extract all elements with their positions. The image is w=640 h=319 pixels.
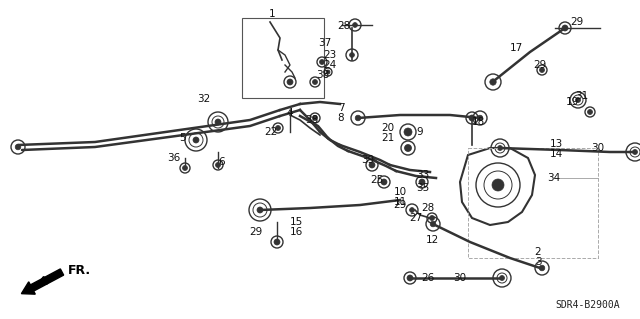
Text: 11: 11 bbox=[394, 197, 406, 207]
Text: 27: 27 bbox=[410, 213, 422, 223]
Text: 38: 38 bbox=[305, 115, 319, 125]
Text: 29: 29 bbox=[394, 200, 406, 210]
Text: 20: 20 bbox=[381, 123, 395, 133]
Text: 29: 29 bbox=[533, 60, 547, 70]
Text: 29: 29 bbox=[250, 227, 262, 237]
Text: 3: 3 bbox=[534, 257, 541, 267]
Circle shape bbox=[540, 68, 545, 72]
Bar bbox=[242, 18, 324, 98]
Text: 37: 37 bbox=[318, 38, 332, 48]
Text: 35: 35 bbox=[417, 183, 429, 193]
Text: 15: 15 bbox=[289, 217, 303, 227]
Text: 31: 31 bbox=[575, 91, 589, 101]
Circle shape bbox=[588, 109, 593, 115]
Circle shape bbox=[404, 128, 412, 136]
Text: 13: 13 bbox=[549, 139, 563, 149]
Text: 22: 22 bbox=[264, 127, 278, 137]
Text: 4: 4 bbox=[287, 108, 293, 118]
Circle shape bbox=[257, 207, 263, 213]
Circle shape bbox=[381, 179, 387, 185]
Circle shape bbox=[404, 145, 412, 152]
Circle shape bbox=[353, 23, 357, 27]
Text: 12: 12 bbox=[426, 235, 438, 245]
Text: 5: 5 bbox=[180, 133, 186, 143]
Text: 16: 16 bbox=[289, 227, 303, 237]
Text: 26: 26 bbox=[421, 273, 435, 283]
Text: SDR4-B2900A: SDR4-B2900A bbox=[556, 300, 620, 310]
Text: 18: 18 bbox=[472, 117, 484, 127]
Text: 34: 34 bbox=[547, 173, 561, 183]
Text: 24: 24 bbox=[323, 60, 337, 70]
Text: 14: 14 bbox=[549, 149, 563, 159]
Text: 17: 17 bbox=[509, 43, 523, 53]
Text: 28: 28 bbox=[337, 21, 351, 31]
Circle shape bbox=[193, 137, 199, 143]
Circle shape bbox=[326, 70, 330, 74]
Text: 36: 36 bbox=[168, 153, 180, 163]
Circle shape bbox=[562, 25, 568, 31]
Text: 9: 9 bbox=[417, 127, 423, 137]
Circle shape bbox=[319, 60, 324, 64]
Text: 19: 19 bbox=[565, 97, 579, 107]
Circle shape bbox=[407, 275, 413, 281]
Text: 30: 30 bbox=[591, 143, 605, 153]
Circle shape bbox=[15, 144, 20, 150]
Circle shape bbox=[410, 208, 415, 212]
Circle shape bbox=[312, 79, 317, 85]
Circle shape bbox=[419, 179, 425, 185]
Text: 23: 23 bbox=[323, 50, 337, 60]
Text: 39: 39 bbox=[362, 155, 374, 165]
Circle shape bbox=[312, 115, 317, 121]
Circle shape bbox=[274, 239, 280, 245]
Circle shape bbox=[632, 150, 637, 154]
Text: 33: 33 bbox=[417, 170, 429, 180]
Circle shape bbox=[430, 221, 436, 227]
Circle shape bbox=[575, 98, 580, 102]
Circle shape bbox=[275, 125, 280, 130]
Circle shape bbox=[355, 115, 361, 121]
Text: 32: 32 bbox=[197, 94, 211, 104]
Text: 1: 1 bbox=[269, 9, 275, 19]
Text: 8: 8 bbox=[338, 113, 344, 123]
Circle shape bbox=[477, 115, 483, 121]
Text: 6: 6 bbox=[219, 157, 225, 167]
Circle shape bbox=[349, 53, 355, 57]
Circle shape bbox=[369, 162, 375, 168]
Text: 28: 28 bbox=[421, 203, 435, 213]
Text: 38: 38 bbox=[316, 70, 330, 80]
Text: 7: 7 bbox=[338, 103, 344, 113]
Circle shape bbox=[497, 145, 502, 151]
FancyArrow shape bbox=[21, 269, 63, 294]
Bar bbox=[468, 148, 598, 258]
Circle shape bbox=[492, 179, 504, 191]
Text: 2: 2 bbox=[534, 247, 541, 257]
Circle shape bbox=[215, 119, 221, 125]
Circle shape bbox=[429, 216, 435, 220]
Circle shape bbox=[182, 166, 188, 170]
Circle shape bbox=[490, 79, 496, 85]
Circle shape bbox=[469, 115, 475, 121]
Text: 10: 10 bbox=[394, 187, 406, 197]
Circle shape bbox=[216, 162, 221, 167]
Circle shape bbox=[287, 79, 293, 85]
Text: 29: 29 bbox=[570, 17, 584, 27]
Text: 25: 25 bbox=[371, 175, 383, 185]
Text: 30: 30 bbox=[453, 273, 467, 283]
Text: FR.: FR. bbox=[68, 263, 91, 277]
Circle shape bbox=[499, 276, 504, 280]
Circle shape bbox=[540, 265, 545, 271]
Text: 21: 21 bbox=[381, 133, 395, 143]
